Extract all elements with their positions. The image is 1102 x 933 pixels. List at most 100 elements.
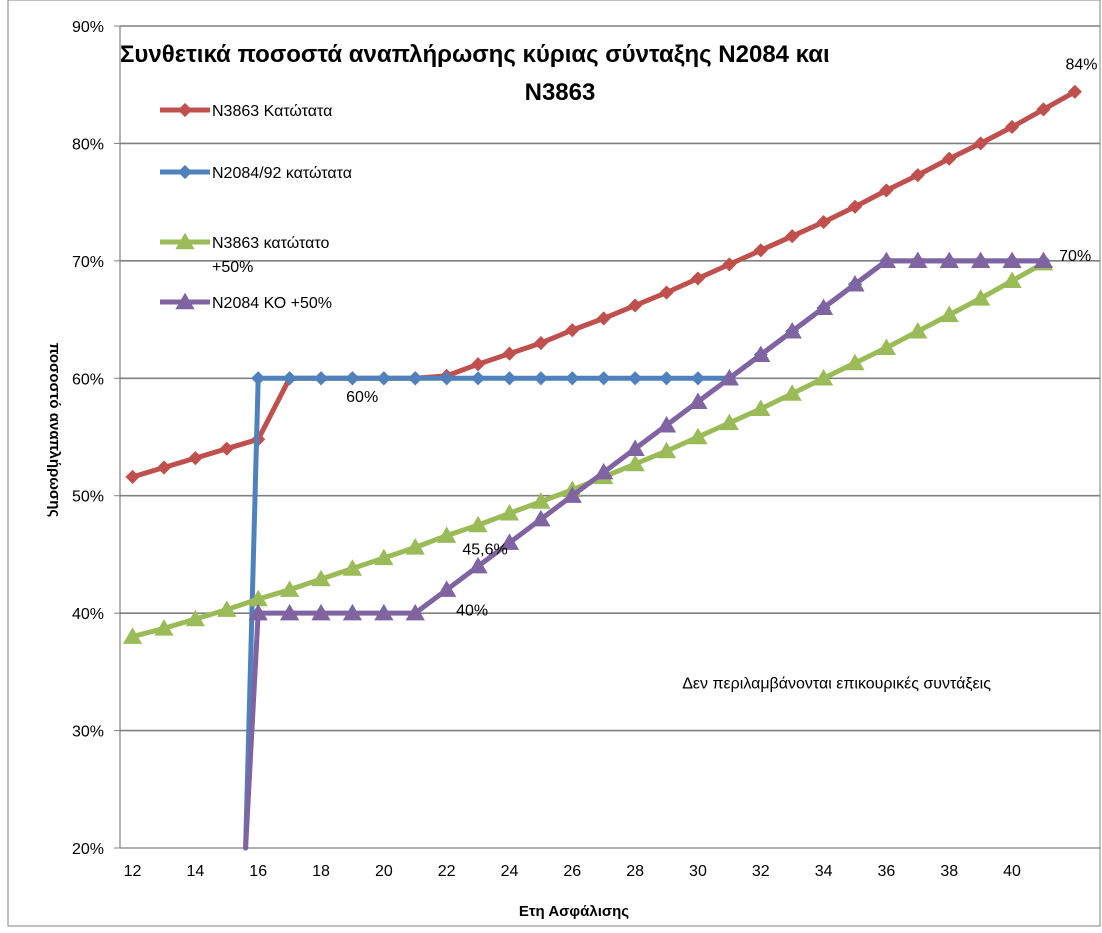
annotation-label: 84%	[1065, 56, 1097, 73]
chart-title-line1: Συνθετικά ποσοστά αναπλήρωσης κύριας σύν…	[120, 41, 830, 68]
data-point	[376, 371, 391, 386]
y-tick-label: 40%	[72, 606, 104, 623]
data-point	[125, 469, 140, 484]
y-tick-label: 90%	[72, 19, 104, 36]
data-point	[845, 353, 865, 371]
annotation-label: 60%	[346, 389, 378, 406]
data-point	[313, 371, 329, 386]
data-point	[908, 251, 928, 269]
data-point	[156, 460, 172, 475]
data-point	[565, 371, 580, 386]
data-point	[939, 251, 959, 269]
data-point	[217, 600, 237, 617]
data-point	[1002, 251, 1022, 269]
x-tick-label: 36	[878, 863, 896, 880]
chart-border	[7, 0, 1101, 927]
annotation-label: 40%	[456, 602, 488, 619]
x-tick-label: 40	[1003, 863, 1021, 880]
x-tick-label: 32	[752, 863, 770, 880]
data-point	[122, 627, 143, 644]
data-point	[659, 371, 674, 386]
data-point	[785, 229, 800, 244]
x-tick-label: 22	[438, 863, 456, 880]
data-point	[439, 371, 454, 386]
chart-title-line2: Ν3863	[525, 79, 596, 106]
data-point	[722, 257, 737, 272]
data-point	[1033, 251, 1054, 269]
data-point	[942, 151, 957, 166]
data-point	[688, 427, 708, 445]
data-point	[502, 371, 517, 386]
data-point	[973, 136, 988, 151]
legend-label: N3863 κατώτατο	[212, 235, 329, 252]
data-point	[782, 384, 802, 401]
data-point	[405, 603, 425, 621]
data-point	[876, 251, 897, 269]
annotation-label: 45,6%	[462, 541, 507, 558]
data-point	[471, 357, 486, 372]
data-point	[847, 199, 863, 214]
data-point	[971, 251, 991, 269]
data-point	[374, 603, 394, 621]
data-point	[910, 168, 925, 183]
y-tick-label: 20%	[72, 841, 104, 858]
data-point	[175, 292, 195, 310]
data-point	[437, 526, 457, 543]
annotation-label: Δεν περιλαμβάνονται επικουρικές συντάξει…	[682, 675, 991, 692]
data-point	[499, 504, 520, 521]
x-tick-labels: 12 14 16 18 20 22 24 26 28 30 32 34 36 38 40	[124, 863, 1021, 880]
data-point	[1002, 271, 1022, 289]
data-point	[1036, 102, 1051, 117]
data-point	[531, 492, 551, 509]
data-point	[813, 298, 834, 316]
x-tick-label: 30	[689, 863, 707, 880]
x-tick-label: 24	[501, 863, 519, 880]
data-point	[656, 441, 677, 459]
x-tick-label: 18	[312, 863, 330, 880]
legend-item-2: N2084/92 κατώτατα	[160, 164, 352, 182]
data-point	[219, 441, 234, 456]
data-point	[719, 368, 739, 386]
data-point	[533, 335, 548, 351]
data-point	[628, 298, 643, 313]
data-point	[154, 619, 174, 636]
data-point	[175, 232, 195, 250]
data-point	[628, 371, 643, 386]
data-point	[1004, 119, 1020, 135]
data-point	[594, 462, 614, 480]
data-point	[251, 371, 266, 386]
data-point	[813, 368, 834, 386]
data-point	[282, 371, 297, 386]
data-point	[719, 413, 739, 431]
axes	[114, 25, 1100, 849]
data-point	[533, 371, 548, 386]
data-point	[690, 271, 706, 286]
legend-item-4: N2084 ΚΟ +50%	[160, 292, 332, 312]
series-group	[122, 84, 1082, 851]
data-point	[690, 371, 706, 386]
annotations: 84% 70% 60% 45,6% 40% Δεν περιλαμβάνονται επι…	[346, 56, 1097, 692]
data-point	[468, 556, 488, 574]
data-point	[248, 603, 268, 621]
data-point	[625, 439, 645, 456]
legend-label: N2084 ΚΟ +50%	[212, 295, 332, 312]
y-tick-label: 80%	[72, 136, 104, 153]
x-tick-label: 12	[124, 863, 142, 880]
data-point	[311, 603, 331, 621]
y-tick-label: 50%	[72, 489, 104, 506]
data-point	[405, 538, 425, 555]
data-point	[908, 322, 928, 339]
data-point	[753, 243, 768, 258]
data-point	[499, 533, 520, 550]
data-point	[188, 451, 203, 466]
legend-item-1: N3863 Κατώτατα	[160, 102, 332, 120]
data-point	[279, 603, 300, 621]
data-point	[311, 569, 331, 587]
data-point	[971, 289, 991, 306]
data-point	[751, 345, 771, 363]
data-point	[782, 322, 802, 339]
data-point	[845, 275, 865, 292]
data-point	[659, 285, 674, 300]
x-tick-label: 26	[563, 863, 581, 880]
